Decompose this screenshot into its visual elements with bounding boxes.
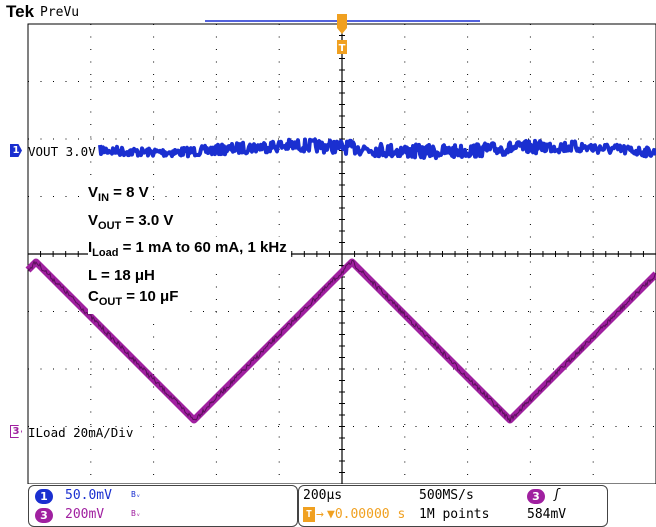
horizontal-position[interactable]: ▼0.00000 s [327,507,406,522]
acquisition-mode: PreVu [40,5,80,20]
ch3-trace-label: ILoad 20mA/Div [28,425,134,440]
sample-rate: 500MS/s [419,488,474,503]
inductor-line: L = 18 μH [88,264,159,286]
iload-line: ILoad = 1 mA to 60 mA, 1 kHz [88,237,291,265]
ch3-scale[interactable]: 200mV [65,507,105,522]
status-readout: 1 50.0mV Bᵥ 3 200mV Bᵥ 200μs 500MS/s 3 ʃ… [0,484,656,527]
ch1-trace-label: VOUT 3.0V [28,144,96,159]
vin-line: VIN = 8 V [88,182,153,210]
scope-header: Tek PreVu [0,0,656,24]
vout-line: VOUT = 3.0 V [88,209,178,237]
ch3-ground-marker[interactable]: 3 [10,425,22,438]
ch3-badge[interactable]: 3 [35,508,53,523]
ch3-bandwidth-limit-icon: Bᵥ [131,509,141,518]
timebase-trigger-panel[interactable]: 200μs 500MS/s 3 ʃ T → ▼0.00000 s 1M poin… [298,485,608,527]
trigger-top-icon[interactable] [337,14,347,28]
cout-line: COUT = 10 μF [88,286,183,314]
trigger-slope-icon[interactable]: ʃ [553,487,561,502]
waveforms [25,137,656,424]
horizontal-scale[interactable]: 200μs [303,488,343,503]
trigger-position-marker[interactable]: T [337,14,347,54]
ch1-badge[interactable]: 1 [35,489,53,504]
test-conditions: VIN = 8 V VOUT = 3.0 V ILoad = 1 mA to 6… [88,182,291,314]
trigger-level[interactable]: 584mV [527,507,567,522]
record-length: 1M points [419,507,490,522]
trigger-source-badge[interactable]: 3 [527,489,545,504]
trigger-position-icon: T [303,507,315,522]
channel-scale-panel[interactable]: 1 50.0mV Bᵥ 3 200mV Bᵥ [28,485,298,527]
trigger-point-icon[interactable] [337,40,347,54]
ch1-bandwidth-limit-icon: Bᵥ [131,490,141,499]
ch1-ground-marker[interactable]: 1 [10,144,22,157]
ch1-scale[interactable]: 50.0mV [65,488,112,503]
ch1-waveform [98,137,656,161]
brand-logo: Tek [6,2,35,21]
ch3-waveform-noise [27,260,656,423]
trigger-letter: T [339,43,346,54]
arrow-icon: → [316,507,324,522]
